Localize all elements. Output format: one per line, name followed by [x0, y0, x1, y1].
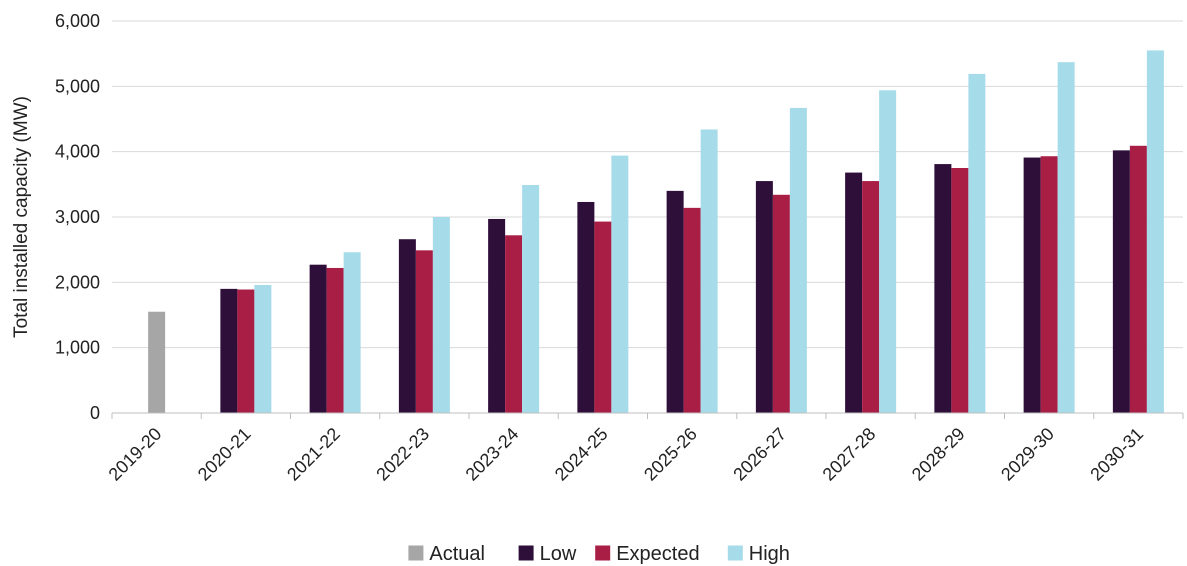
bar-expected-2030-31 [1129, 145, 1147, 413]
bar-high-2030-31 [1146, 50, 1164, 414]
bar-high-2028-29 [968, 73, 986, 414]
x-tick-label: 2030-31 [1086, 424, 1147, 485]
y-tick-label: 0 [90, 403, 100, 423]
legend: Actual Low Expected High [408, 543, 790, 565]
bar-expected-2028-29 [951, 168, 969, 413]
legend-swatch-expected [595, 545, 611, 561]
legend-label-actual: Actual [429, 543, 485, 565]
x-tick-label: 2023-24 [462, 424, 523, 485]
bar-high-2021-22 [343, 252, 361, 413]
x-tick-label: 2026-27 [729, 424, 790, 485]
y-tick-label: 5,000 [55, 76, 100, 96]
bar-expected-2021-22 [326, 267, 344, 413]
y-tick-label: 6,000 [55, 11, 100, 31]
bar-high-2029-30 [1057, 62, 1075, 413]
bar-low-2030-31 [1112, 150, 1130, 414]
gridlines [112, 20, 1183, 349]
y-tick-label: 2,000 [55, 272, 100, 292]
x-tick-label: 2029-30 [997, 424, 1058, 485]
legend-label-high: High [749, 543, 790, 565]
bar-low-2021-22 [309, 264, 327, 413]
bar-low-2024-25 [577, 201, 595, 413]
legend-swatch-actual [408, 545, 424, 561]
x-tick-label: 2027-28 [819, 424, 880, 485]
bar-actual-2019-20 [148, 311, 166, 413]
bar-expected-2023-24 [505, 235, 523, 413]
x-tick-label: 2025-26 [640, 424, 701, 485]
x-tick-label: 2021-22 [283, 424, 344, 485]
bar-expected-2027-28 [862, 181, 880, 413]
legend-swatch-high [727, 545, 743, 561]
bar-low-2025-26 [666, 190, 684, 413]
bar-expected-2020-21 [237, 289, 255, 413]
y-tick-label: 3,000 [55, 207, 100, 227]
x-tick-label: 2019-20 [105, 424, 166, 485]
bar-high-2027-28 [879, 90, 897, 414]
bar-expected-2026-27 [772, 194, 790, 413]
bar-low-2029-30 [1023, 157, 1041, 413]
x-tick-label: 2024-25 [551, 424, 612, 485]
bars [148, 50, 1164, 414]
bar-high-2026-27 [789, 107, 807, 413]
bar-high-2022-23 [432, 217, 450, 413]
legend-label-expected: Expected [616, 543, 699, 565]
bar-expected-2029-30 [1040, 156, 1058, 414]
x-tick-label: 2020-21 [194, 424, 255, 485]
bar-high-2025-26 [700, 129, 718, 413]
x-tick-label: 2022-23 [372, 424, 433, 485]
bar-low-2020-21 [220, 288, 238, 413]
x-axis-ticks: 2019-20 2020-21 2021-22 2022-23 2023-24 2024-… [105, 413, 1184, 485]
y-tick-label: 1,000 [55, 338, 100, 358]
bar-expected-2024-25 [594, 221, 612, 413]
bar-expected-2025-26 [683, 207, 701, 413]
legend-label-low: Low [540, 543, 577, 565]
y-axis-title: Total installed capacity (MW) [11, 96, 32, 338]
x-tick-label: 2028-29 [908, 424, 969, 485]
bar-high-2023-24 [522, 184, 540, 413]
bar-high-2020-21 [254, 284, 272, 413]
bar-low-2022-23 [398, 239, 416, 413]
bar-low-2026-27 [755, 181, 773, 413]
y-axis-ticks: 0 1,000 2,000 3,000 4,000 5,000 6,000 [55, 11, 100, 423]
legend-swatch-low [518, 545, 534, 561]
bar-low-2023-24 [488, 218, 506, 413]
bar-high-2024-25 [611, 155, 629, 413]
y-tick-label: 4,000 [55, 142, 100, 162]
bar-low-2028-29 [934, 164, 952, 413]
bar-low-2027-28 [845, 172, 863, 413]
bar-expected-2022-23 [415, 250, 433, 413]
